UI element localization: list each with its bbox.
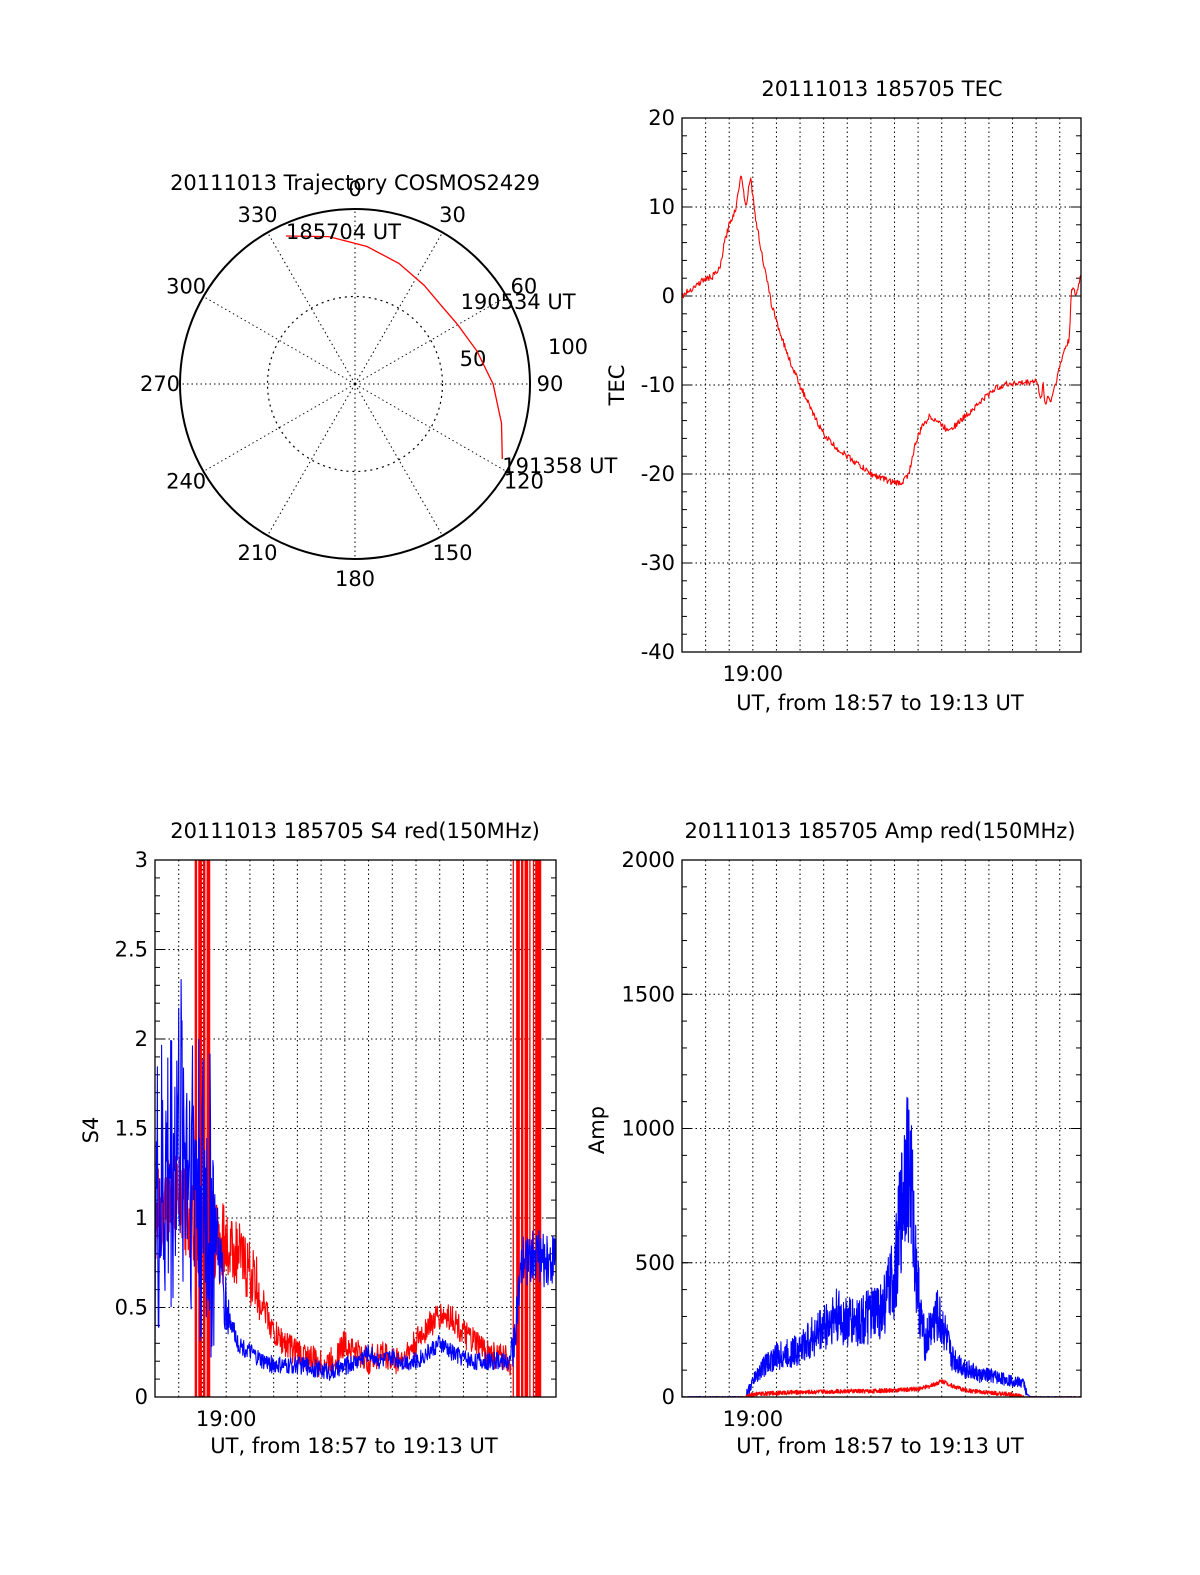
plot-frame (681, 117, 1082, 653)
y-tick-label: 0 (135, 1385, 148, 1409)
polar-trajectory-series (285, 235, 503, 460)
y-tick-label: 0.5 (115, 1296, 148, 1320)
plot-area (682, 1096, 1081, 1397)
series-line-red (682, 1379, 1081, 1397)
polar-spoke (354, 383, 507, 472)
y-tick-label: 2000 (622, 848, 675, 872)
y-tick-label: -20 (641, 462, 675, 486)
polar-angle-label: 240 (166, 470, 206, 494)
series-line-main (682, 175, 1081, 486)
polar-angle-label: 60 (511, 275, 538, 299)
polar-angle-label: 90 (537, 372, 564, 396)
polar-angle-label: 150 (432, 541, 472, 565)
polar-spoke (267, 383, 356, 536)
series-line-blue (155, 978, 556, 1381)
plot-frame (154, 859, 557, 1398)
polar-title: 20111013 Trajectory COSMOS2429 (170, 171, 540, 195)
polar-spoke (267, 232, 356, 385)
polar-radial-label: 100 (548, 335, 588, 359)
y-tick-label: 500 (635, 1251, 675, 1275)
y-tick-label: 1000 (622, 1117, 675, 1141)
amp-xlabel: UT, from 18:57 to 19:13 UT (736, 1434, 1024, 1458)
y-tick-label: -10 (641, 373, 675, 397)
y-tick-label: 1.5 (115, 1117, 148, 1141)
s4-ylabel: S4 (79, 1117, 103, 1144)
x-tick-label: 19:00 (196, 1407, 257, 1431)
y-tick-label: 20 (648, 106, 675, 130)
amp-chart: 20111013 185705 Amp red(150MHz) Amp UT, … (585, 819, 1082, 1458)
polar-angle-label: 270 (140, 372, 180, 396)
polar-inner-circle (266, 295, 444, 473)
y-tick-label: 0 (662, 1385, 675, 1409)
polar-angle-label: 330 (237, 203, 277, 227)
y-tick-label: 3 (135, 848, 148, 872)
tec-chart: 20111013 185705 TEC TEC UT, from 18:57 t… (605, 77, 1082, 715)
trajectory-line (285, 235, 503, 460)
polar-angle-label: 300 (166, 275, 206, 299)
polar-spoke (203, 296, 356, 385)
y-tick-label: 0 (662, 284, 675, 308)
polar-angle-label: 30 (439, 203, 466, 227)
y-tick-label: 1 (135, 1206, 148, 1230)
s4-chart: 20111013 185705 S4 red(150MHz) S4 UT, fr… (79, 819, 557, 1458)
polar-trajectory-chart: 20111013 Trajectory COSMOS2429 0 30 60 90 12… (140, 171, 618, 591)
polar-outer-circle (179, 208, 531, 560)
plot-area (155, 860, 556, 1397)
polar-angle-label: 0 (348, 177, 361, 201)
polar-grid (179, 208, 531, 560)
tec-title: 20111013 185705 TEC (761, 77, 1002, 101)
s4-title: 20111013 185705 S4 red(150MHz) (170, 819, 540, 843)
polar-angle-label: 210 (237, 541, 277, 565)
polar-radial-label: 50 (460, 347, 487, 371)
x-tick-label: 19:00 (723, 1407, 784, 1431)
y-tick-label: 1500 (622, 982, 675, 1006)
y-tick-label: 2.5 (115, 938, 148, 962)
amp-ylabel: Amp (585, 1106, 609, 1154)
plot-frame (681, 859, 1082, 1398)
trajectory-time-label: 191358 UT (502, 454, 617, 478)
y-tick-label: -30 (641, 551, 675, 575)
series-line-blue (682, 1096, 1081, 1397)
x-tick-label: 19:00 (723, 662, 784, 686)
s4-xlabel: UT, from 18:57 to 19:13 UT (210, 1434, 498, 1458)
burst-spikes (512, 860, 542, 1397)
polar-radial-labels: 50 100 (460, 335, 588, 371)
polar-angle-label: 120 (504, 470, 544, 494)
polar-annotations: 185704 UT 190534 UT 191358 UT (286, 220, 618, 478)
trajectory-time-label: 185704 UT (286, 220, 401, 244)
y-tick-label: 10 (648, 195, 675, 219)
plot-area (682, 175, 1081, 486)
polar-angle-labels: 0 30 60 90 120 150 180 210 240 270 300 330 (140, 177, 563, 591)
y-tick-label: 2 (135, 1027, 148, 1051)
y-tick-label: -40 (641, 640, 675, 664)
amp-title: 20111013 185705 Amp red(150MHz) (684, 819, 1075, 843)
tec-ylabel: TEC (605, 365, 629, 407)
polar-angle-label: 180 (335, 567, 375, 591)
trajectory-time-label: 190534 UT (461, 290, 576, 314)
tec-xlabel: UT, from 18:57 to 19:13 UT (736, 691, 1024, 715)
